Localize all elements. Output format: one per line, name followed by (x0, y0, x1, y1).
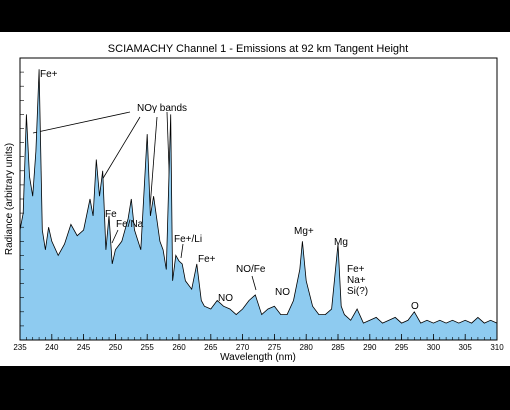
annotation: Mg (334, 237, 348, 248)
annotation: Na+ (347, 275, 366, 286)
y-axis-label: Radiance (arbitrary units) (4, 143, 15, 255)
annotation: NOγ bands (137, 103, 187, 114)
x-tick-label: 285 (331, 343, 345, 352)
x-tick-label: 255 (141, 343, 155, 352)
line (19, 69, 498, 324)
x-tick-label: 270 (236, 343, 250, 352)
x-tick-label: 300 (427, 343, 441, 352)
annotation: NO (275, 287, 290, 298)
x-tick-label: 260 (172, 343, 186, 352)
x-tick-label: 245 (77, 343, 91, 352)
annotation: Fe+/Li (174, 234, 202, 245)
annotation: Fe (105, 209, 117, 220)
annotation: NO/Fe (236, 264, 266, 275)
x-axis-label: Wavelength (nm) (220, 352, 296, 363)
x-tick-label: 310 (490, 343, 504, 352)
annotation: Fe+ (40, 69, 58, 80)
x-tick-label: 250 (109, 343, 123, 352)
annotation: Fe+ (347, 264, 365, 275)
x-tick-label: 240 (45, 343, 59, 352)
annotation: O (411, 301, 419, 312)
annotation: Si(?) (347, 286, 368, 297)
annotation: NO (218, 293, 233, 304)
annotation: Mg+ (294, 226, 314, 237)
x-tick-label: 290 (363, 343, 377, 352)
x-tick-label: 265 (204, 343, 218, 352)
annotation: Fe/Na (116, 219, 144, 230)
annotation: Fe+ (198, 254, 216, 265)
x-tick-label: 295 (395, 343, 409, 352)
x-tick-label: 305 (459, 343, 473, 352)
chart-title: SCIAMACHY Channel 1 - Emissions at 92 km… (108, 43, 408, 55)
x-tick-label: 280 (300, 343, 314, 352)
area (20, 69, 497, 341)
x-tick-label: 275 (268, 343, 282, 352)
x-tick-label: 235 (13, 343, 27, 352)
